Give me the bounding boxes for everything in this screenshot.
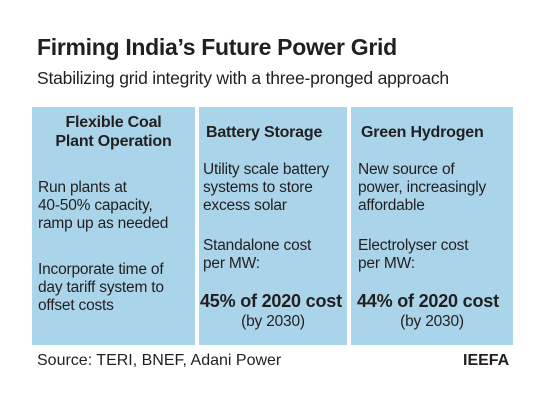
column-text-line: Run plants at	[38, 179, 127, 196]
cost-label-line: Standalone cost	[203, 237, 312, 254]
cost-label-line: Electrolyser cost	[358, 237, 469, 254]
source-note: Source: TERI, BNEF, Adani Power	[37, 352, 282, 369]
column-text-line: power, increasingly	[358, 179, 487, 196]
brand-logo-text: IEEFA	[463, 352, 510, 369]
column-battery-storage: Battery Storage Utility scale battery sy…	[199, 107, 347, 345]
column-heading: Battery Storage	[206, 124, 323, 141]
column-text-line: affordable	[358, 197, 425, 214]
column-text-line: ramp up as needed	[38, 215, 169, 232]
cost-note: (by 2030)	[241, 313, 305, 330]
cost-value: 45% of 2020 cost	[200, 291, 342, 311]
column-heading-line2: Plant Operation	[55, 133, 172, 150]
column-text-line: Utility scale battery	[203, 161, 329, 178]
cost-label-line: per MW:	[358, 255, 415, 272]
page-subtitle: Stabilizing grid integrity with a three-…	[37, 68, 449, 88]
column-text-line: systems to store	[203, 179, 313, 196]
cost-value: 44% of 2020 cost	[357, 291, 499, 311]
column-text-line: day tariff system to	[38, 279, 164, 296]
column-text-line: excess solar	[203, 197, 287, 214]
column-heading-line1: Flexible Coal	[65, 114, 162, 131]
column-green-hydrogen: Green Hydrogen New source of power, incr…	[351, 107, 513, 345]
column-text-line: offset costs	[38, 297, 114, 314]
column-heading: Green Hydrogen	[361, 124, 484, 141]
column-text-line: New source of	[358, 161, 455, 178]
cost-note: (by 2030)	[400, 313, 464, 330]
column-flexible-coal: Flexible Coal Plant Operation Run plants…	[32, 107, 195, 345]
column-text-line: 40-50% capacity,	[38, 197, 153, 214]
cost-label-line: per MW:	[203, 255, 260, 272]
column-text-line: Incorporate time of	[38, 261, 164, 278]
page-title: Firming India’s Future Power Grid	[37, 34, 397, 60]
